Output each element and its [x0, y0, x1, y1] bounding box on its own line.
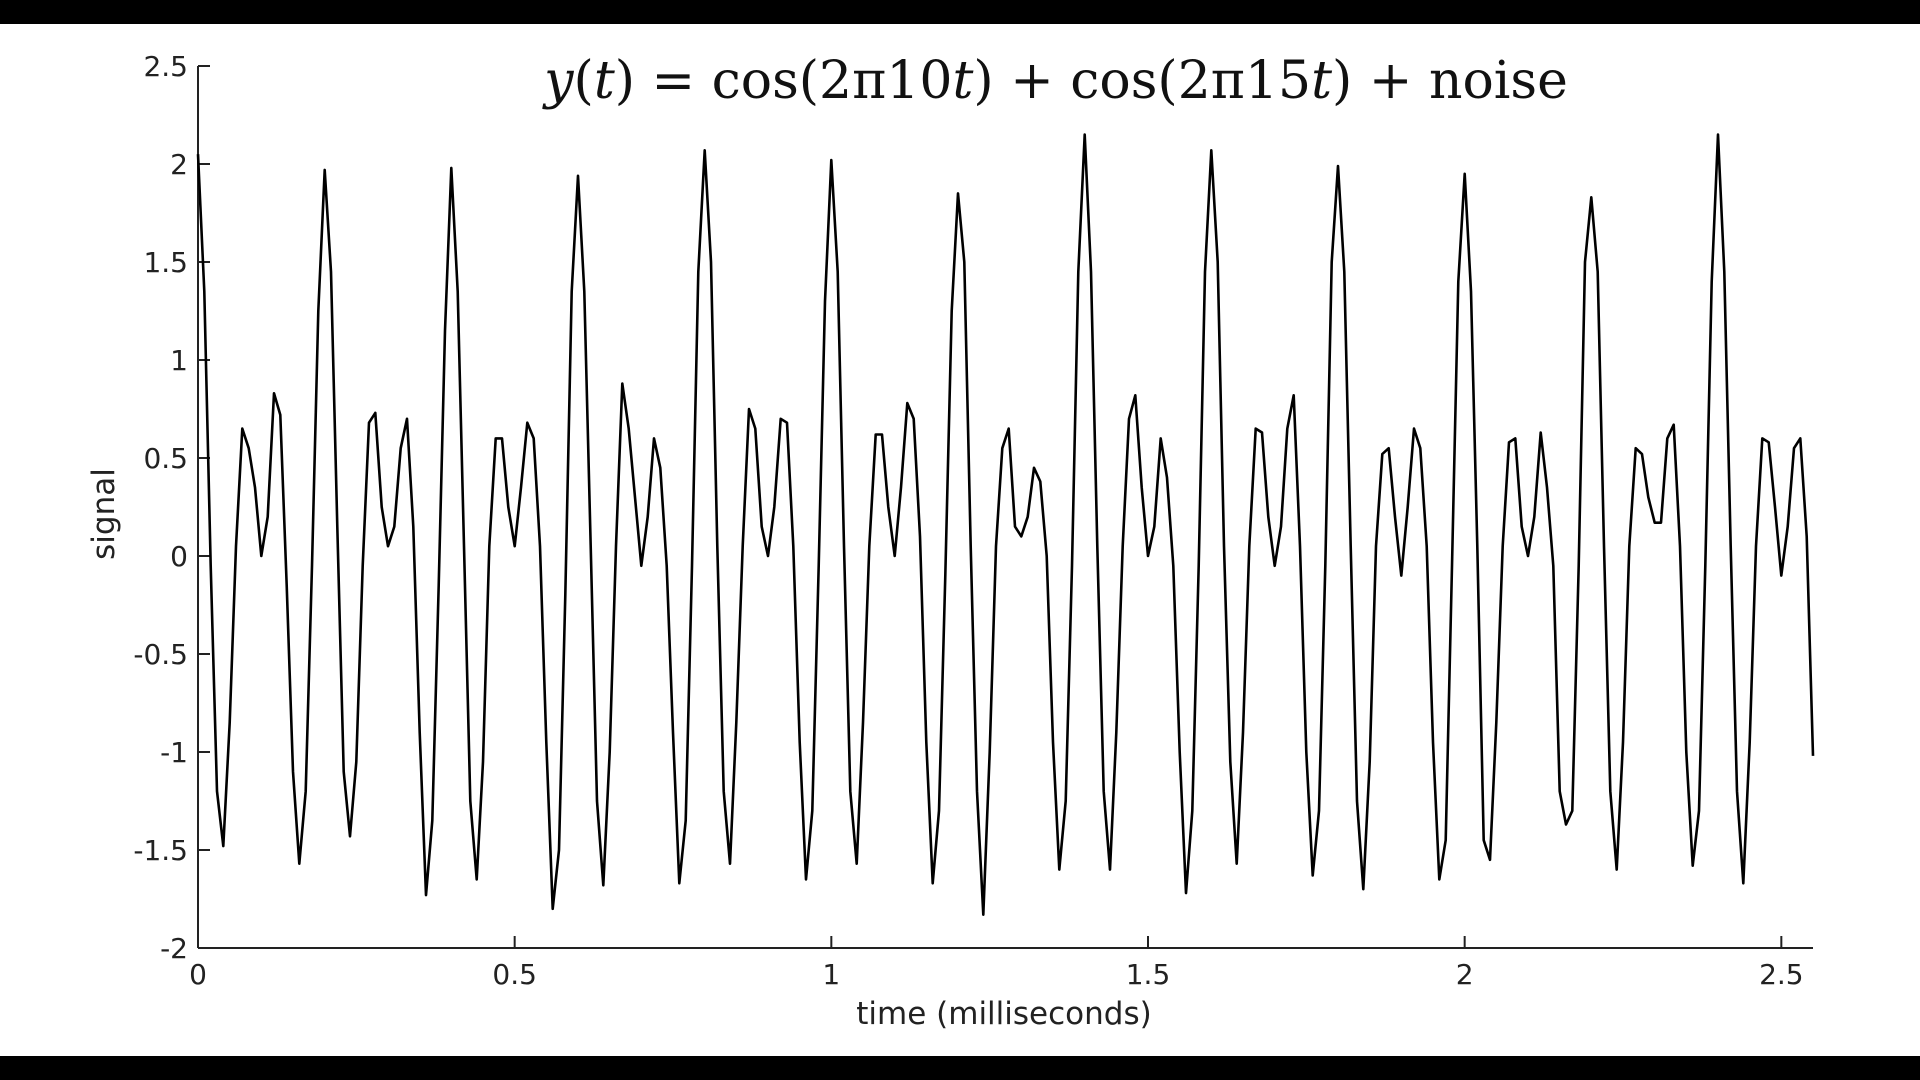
- y-axis-title: signal: [86, 468, 122, 560]
- y-tick-label: -2: [160, 932, 188, 965]
- signal-line-chart: y(t) = cos(2π10t) + cos(2π15t) + noise -…: [86, 50, 1815, 1032]
- x-tick-label: 0.5: [492, 958, 537, 991]
- y-tick-label: 0.5: [143, 442, 188, 475]
- chart-title-part: t: [1311, 51, 1332, 111]
- chart-title-part: t: [952, 51, 973, 111]
- y-tick-label: 1: [170, 344, 188, 377]
- y-axis: -2 -1.5 -1 -0.5 0 0.5 1 1.5 2 2.5: [133, 50, 210, 965]
- chart-title: y(t) = cos(2π10t) + cos(2π15t) + noise: [542, 51, 1568, 111]
- x-tick-label: 0: [189, 958, 207, 991]
- y-tick-label: -1: [160, 736, 188, 769]
- y-tick-label: 1.5: [143, 246, 188, 279]
- y-tick-label: 2: [170, 148, 188, 181]
- x-axis-title: time (milliseconds): [856, 996, 1151, 1032]
- x-tick-label: 1: [822, 958, 840, 991]
- y-tick-label: -0.5: [133, 638, 188, 671]
- chart-title-part: ) = cos(2π10: [615, 51, 953, 111]
- y-tick-label: 2.5: [143, 50, 188, 83]
- y-tick-label: 0: [170, 540, 188, 573]
- y-tick-label: -1.5: [133, 834, 188, 867]
- chart-title-part: t: [594, 51, 615, 111]
- figure-canvas: y(t) = cos(2π10t) + cos(2π15t) + noise -…: [0, 24, 1920, 1056]
- x-axis: 0 0.5 1 1.5 2 2.5: [189, 936, 1804, 991]
- x-tick-label: 1.5: [1126, 958, 1171, 991]
- x-tick-label: 2.5: [1759, 958, 1804, 991]
- chart-title-part: ) + noise: [1332, 51, 1568, 111]
- signal-series-line: [196, 133, 1815, 917]
- x-tick-label: 2: [1456, 958, 1474, 991]
- chart-title-part: y: [542, 51, 574, 111]
- chart-title-part: (: [574, 51, 594, 111]
- chart-title-part: ) + cos(2π15: [973, 51, 1311, 111]
